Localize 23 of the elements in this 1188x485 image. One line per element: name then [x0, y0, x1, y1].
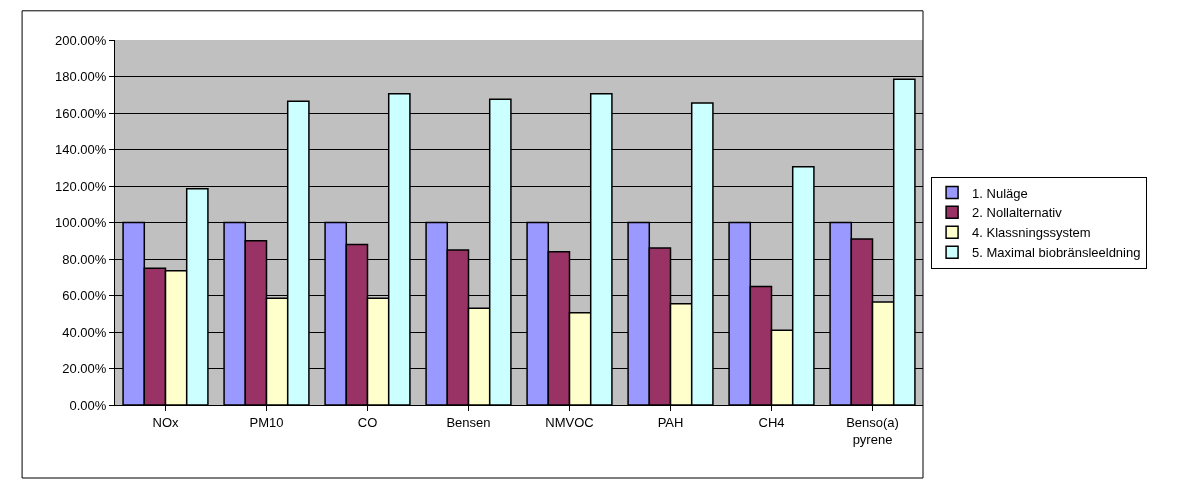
- y-tick-label: 60.00%: [62, 288, 107, 304]
- y-tick-label: 100.00%: [55, 215, 107, 231]
- legend-label: 1. Nuläge: [972, 185, 1028, 201]
- y-tick-label: 140.00%: [55, 142, 107, 158]
- y-tick-label: 80.00%: [62, 251, 107, 267]
- legend-label: 5. Maximal biobränsleeldning: [972, 245, 1141, 261]
- y-tick-label: 40.00%: [62, 324, 107, 340]
- x-tick-label: Benso(a) pyrene: [846, 414, 899, 447]
- x-tick-label: NOx: [152, 414, 179, 430]
- legend-label: 2. Nollalternativ: [972, 205, 1063, 221]
- x-tick-label: Bensen: [446, 414, 491, 430]
- x-tick-label: CO: [357, 414, 378, 430]
- y-tick-label: 20.00%: [62, 361, 107, 377]
- legend-label: 4. Klassningssystem: [972, 225, 1091, 241]
- y-tick-label: 200.00%: [55, 32, 107, 48]
- y-tick-label: 180.00%: [55, 69, 107, 85]
- y-tick-label: 120.00%: [55, 178, 107, 194]
- y-tick-label: 0.00%: [69, 397, 107, 413]
- x-tick-label: PAH: [657, 414, 684, 430]
- x-tick-label: PM10: [249, 414, 284, 430]
- x-tick-label: CH4: [758, 414, 785, 430]
- y-tick-label: 160.00%: [55, 105, 107, 121]
- x-tick-label: NMVOC: [545, 414, 594, 430]
